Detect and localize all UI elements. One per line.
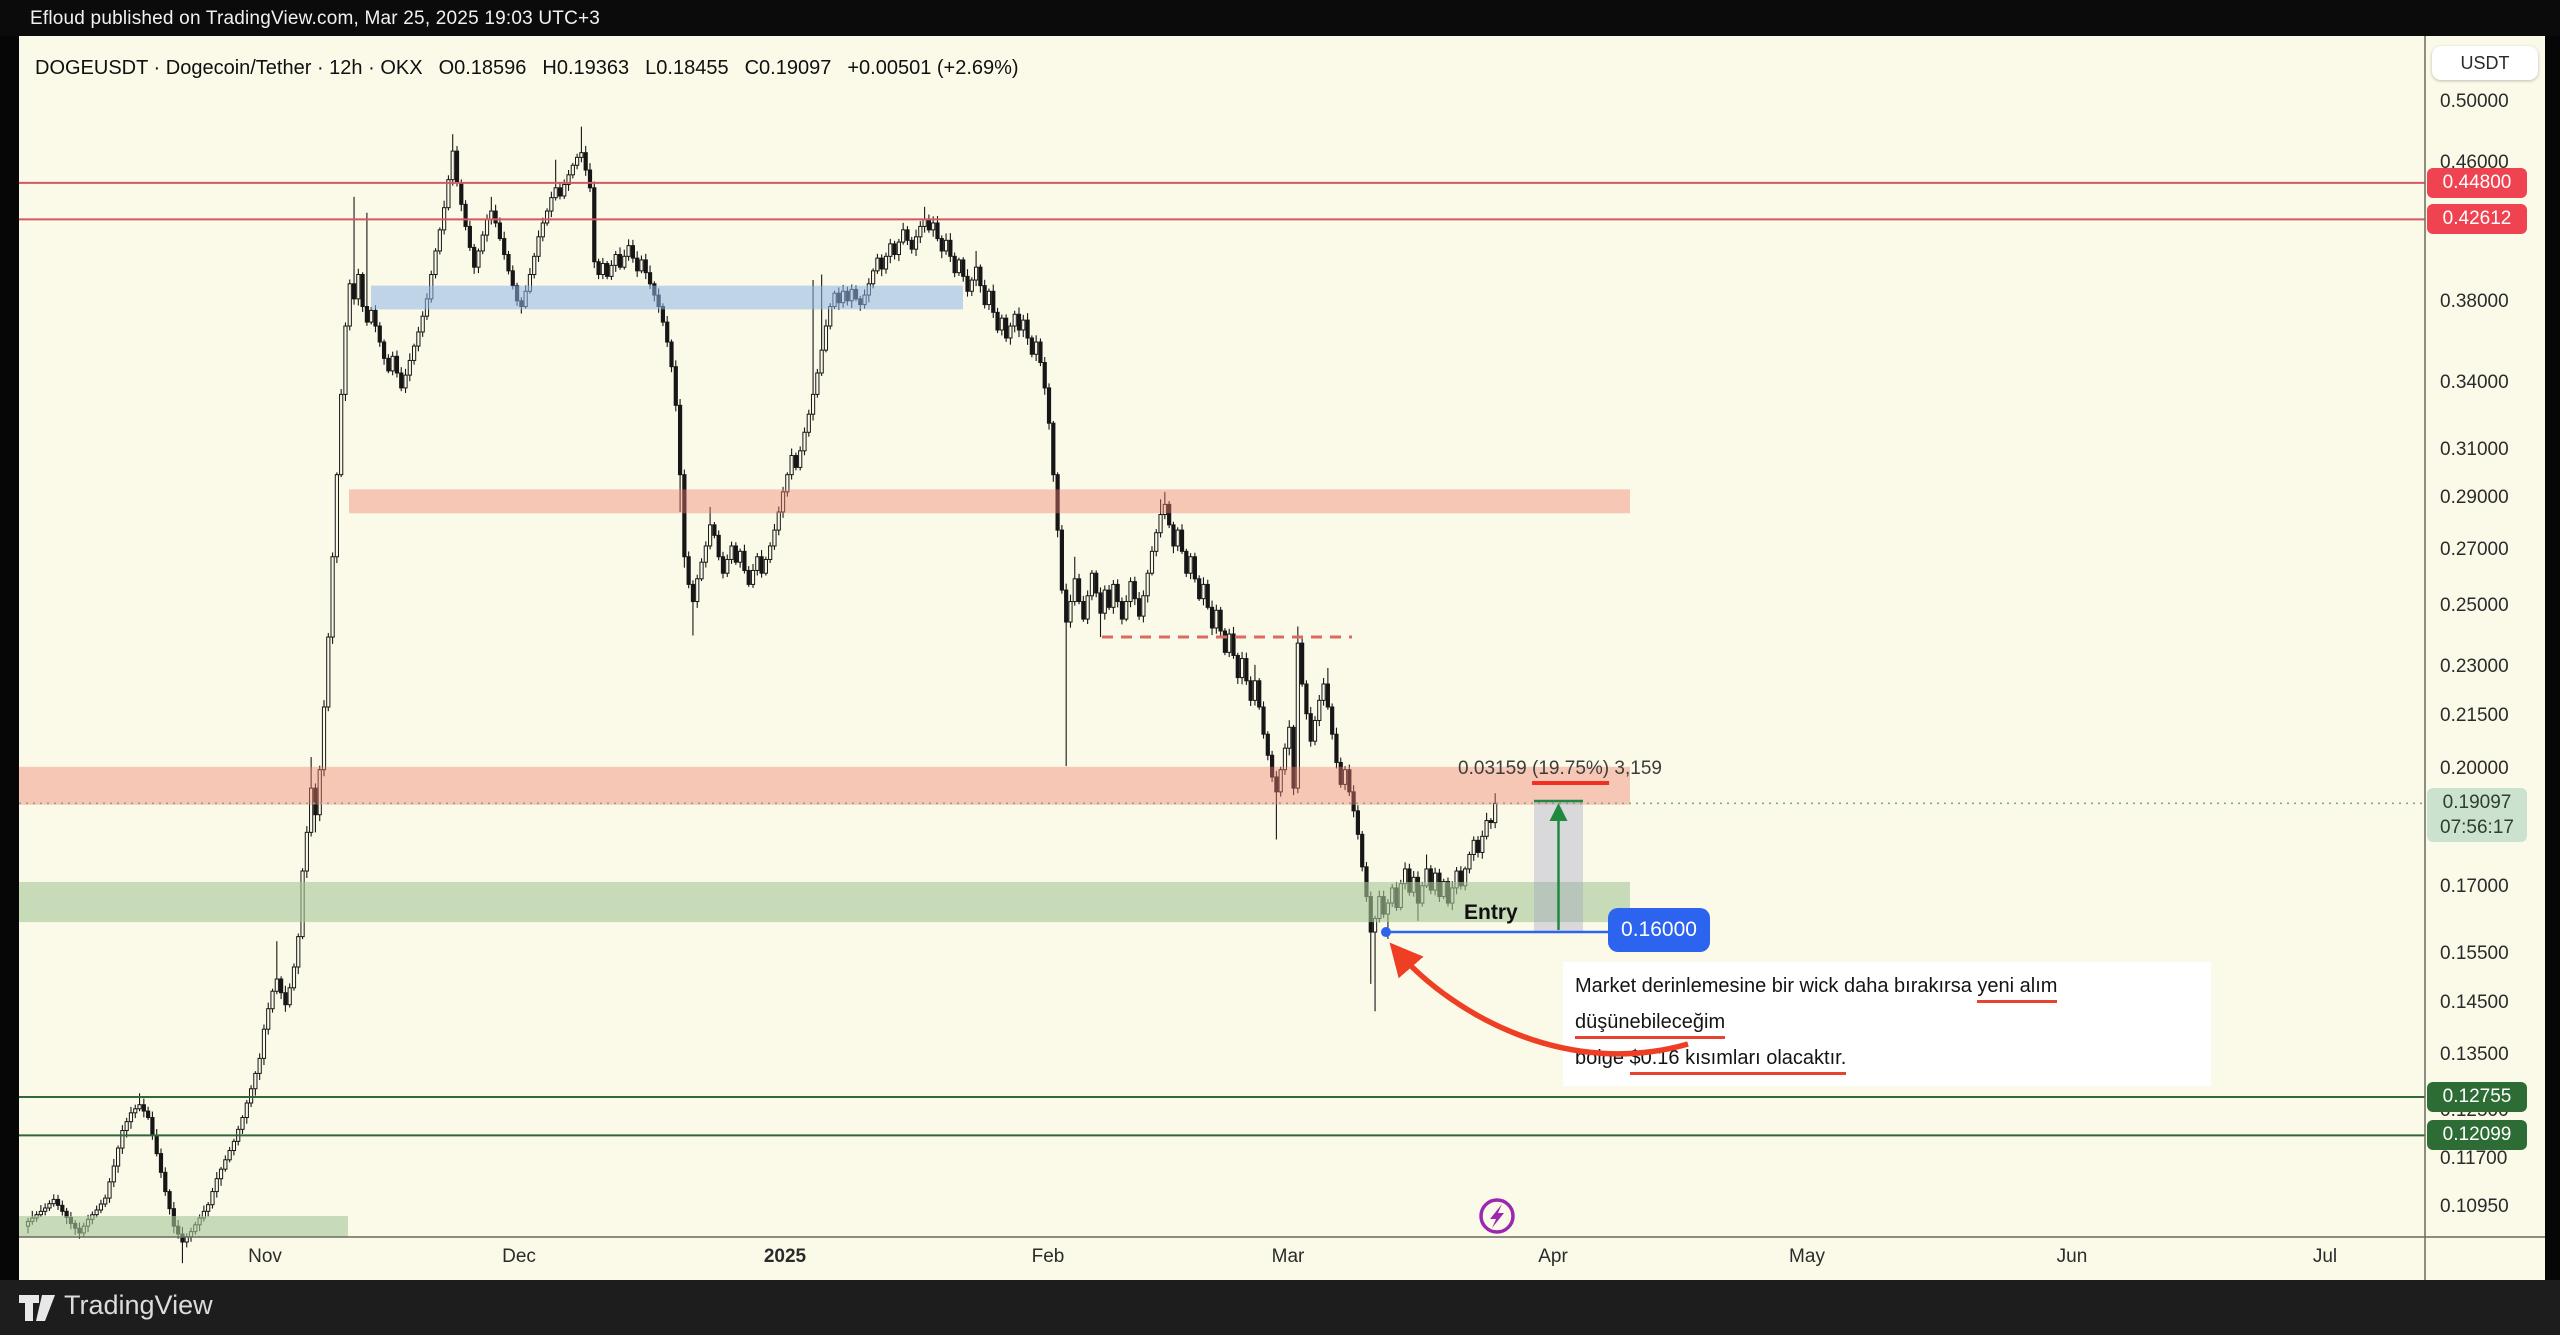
lightning-icon <box>1479 1198 1515 1234</box>
zone-supply-pink-low <box>19 766 1630 805</box>
zone-supply-blue <box>371 285 963 310</box>
supply-demand-zones <box>19 285 1630 1238</box>
tradingview-brand-text[interactable]: TradingView <box>64 1290 213 1320</box>
tradingview-logo-icon[interactable] <box>18 1292 58 1324</box>
zone-supply-pink-mid <box>349 489 1630 514</box>
entry-line-tool <box>1381 927 1608 938</box>
attribution-text: Efloud published on TradingView.com, Mar… <box>30 8 601 29</box>
zone-demand-green <box>19 881 1630 923</box>
footer-bar: TradingView <box>0 1280 2560 1335</box>
zone-demand-green-bottom <box>19 1216 348 1238</box>
measure-price-range-tool <box>1534 799 1583 933</box>
candles <box>25 126 1498 1264</box>
attribution-bar: Efloud published on TradingView.com, Mar… <box>0 0 2560 36</box>
